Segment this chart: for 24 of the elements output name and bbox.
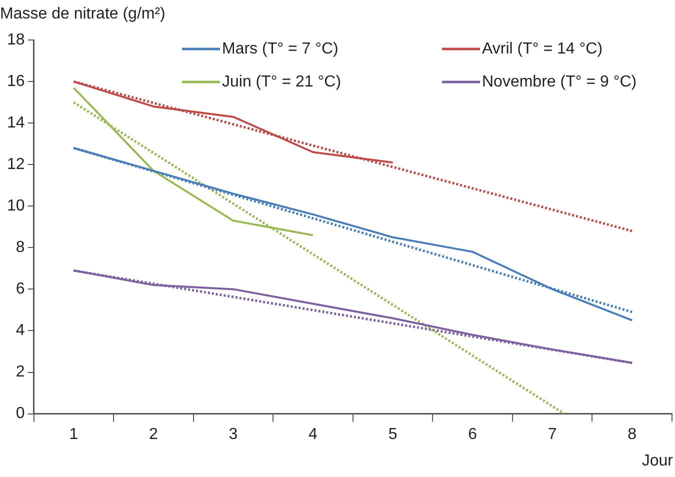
y-tick-label: 18 — [7, 31, 25, 48]
y-tick-label: 10 — [7, 198, 25, 215]
y-tick-label: 12 — [7, 156, 25, 174]
x-axis-title: Jour — [642, 452, 674, 470]
y-tick-label: 16 — [7, 72, 25, 90]
y-tick-label: 4 — [16, 322, 25, 340]
x-tick-label: 4 — [308, 426, 318, 443]
y-tick-label: 14 — [7, 114, 25, 132]
y-tick-label: 2 — [16, 364, 25, 381]
legend-label: Avril (T° = 14 °C) — [482, 40, 603, 58]
y-tick-label: 6 — [16, 280, 25, 298]
x-tick-label: 6 — [468, 426, 478, 443]
x-tick-label: 7 — [548, 426, 557, 443]
y-tick-label: 8 — [16, 239, 25, 256]
y-axis-title: Masse de nitrate (g/m²) — [0, 5, 166, 22]
x-tick-label: 5 — [388, 426, 398, 443]
x-tick-label: 3 — [228, 426, 238, 443]
y-tick-label: 0 — [16, 405, 25, 422]
x-tick-label: 2 — [149, 426, 158, 443]
x-tick-label: 1 — [69, 426, 78, 443]
legend-label: Novembre (T° = 9 °C) — [482, 73, 637, 90]
legend-label: Mars (T° = 7 °C) — [222, 40, 338, 58]
x-tick-label: 8 — [628, 426, 637, 443]
legend-label: Juin (T° = 21 °C) — [222, 73, 342, 90]
